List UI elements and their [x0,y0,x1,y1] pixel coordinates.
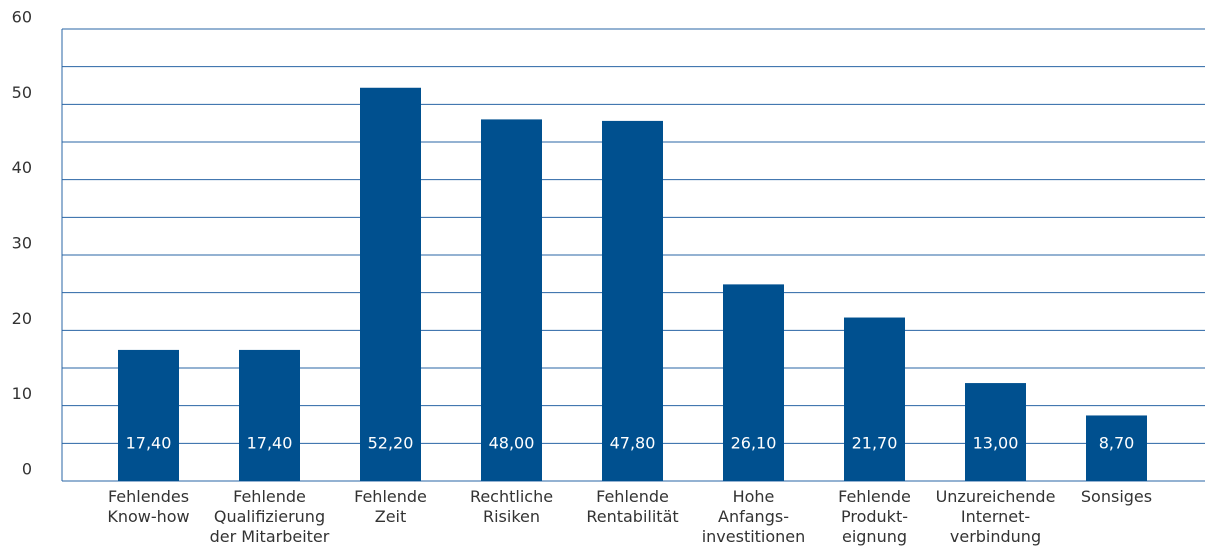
x-tick-label-line: Produkt- [841,507,908,526]
x-tick-label-line: Fehlende [354,487,427,506]
x-tick-label-line: der Mitarbeiter [210,527,330,546]
y-tick-label: 10 [12,384,32,403]
x-tick-label-line: Fehlende [838,487,911,506]
data-label: 17,40 [247,434,293,453]
data-label: 47,80 [610,434,656,453]
y-tick-label: 60 [12,8,32,27]
x-tick-label: Rechtliche Risiken [470,487,553,526]
x-tick-label-line: Anfangs- [718,507,789,526]
x-tick-label-line: investitionen [702,527,806,546]
data-label: 13,00 [973,434,1019,453]
x-tick-label-line: Fehlende [596,487,669,506]
bar [360,87,421,481]
bar [118,349,179,481]
x-tick-label-line: Rentabilität [586,507,678,526]
x-tick-label: Fehlende Produkt-eignung [838,487,911,546]
x-tick-label-line: Fehlende [233,487,306,506]
x-tick-label: Unzureichende Internet-verbindung [936,487,1056,546]
bar [723,284,784,481]
x-tick-label-line: verbindung [950,527,1041,546]
x-tick-label-line: Sonsiges [1081,487,1152,506]
y-tick-label: 30 [12,234,32,253]
x-tick-label: Fehlende Qualifizierung der Mitarbeiter [210,487,330,546]
data-label: 8,70 [1099,434,1135,453]
bar [1086,415,1147,481]
x-tick-label-line: eignung [842,527,907,546]
x-tick-label-line: Hohe [733,487,775,506]
x-tick-label: Fehlende Rentabilität [586,487,678,526]
y-tick-label: 20 [12,309,32,328]
x-tick-label-line: Rechtliche [470,487,553,506]
data-label: 21,70 [852,434,898,453]
data-label: 17,40 [126,434,172,453]
x-tick-label-line: Know-how [107,507,189,526]
y-tick-label: 40 [12,158,32,177]
bar [602,120,663,481]
bar [481,119,542,482]
x-tick-label-line: Qualifizierung [214,507,325,526]
bar [965,383,1026,481]
y-tick-label: 50 [12,83,32,102]
data-label: 26,10 [731,434,777,453]
bar [239,349,300,481]
x-tick-label-line: Internet- [961,507,1030,526]
x-tick-label-line: Zeit [375,507,407,526]
x-tick-label-line: Unzureichende [936,487,1056,506]
data-label: 52,20 [368,434,414,453]
x-tick-label-line: Risiken [483,507,540,526]
x-tick-label: Fehlendes Know-how [107,487,189,526]
x-tick-label: Fehlende Zeit [354,487,427,526]
x-tick-label: Hohe Anfangs-investitionen [702,487,806,546]
y-tick-label: 0 [22,460,32,479]
x-tick-label-line: Fehlendes [108,487,189,506]
data-label: 48,00 [489,434,535,453]
x-tick-label: Sonsiges [1081,487,1152,506]
bar [844,317,905,481]
